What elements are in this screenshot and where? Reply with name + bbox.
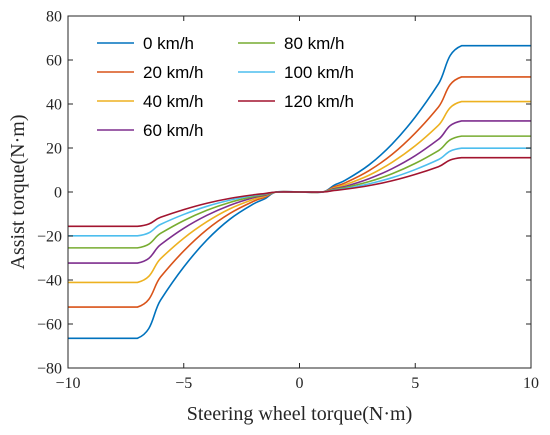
y-tick-label: −20 <box>37 229 62 246</box>
y-tick-label: 0 <box>54 185 62 202</box>
x-tick-label: −5 <box>175 375 192 392</box>
legend-label: 120 km/h <box>284 92 354 111</box>
y-tick-label: −40 <box>37 273 62 290</box>
legend-label: 40 km/h <box>143 92 203 111</box>
y-tick-label: 20 <box>46 141 62 158</box>
legend-label: 0 km/h <box>143 34 194 53</box>
series-layer <box>68 44 531 340</box>
y-tick-label: −60 <box>37 317 62 334</box>
y-axis-label: Assist torque(N·m) <box>7 115 29 270</box>
y-tick-label: 60 <box>46 53 62 70</box>
y-tick-label: −80 <box>37 361 62 378</box>
x-tick-label: 0 <box>296 375 304 392</box>
legend-label: 20 km/h <box>143 63 203 82</box>
x-axis-label: Steering wheel torque(N·m) <box>187 403 412 425</box>
legend-label: 60 km/h <box>143 121 203 140</box>
y-tick-label: 80 <box>46 9 62 26</box>
legend: 0 km/h 20 km/h 40 km/h 60 km/h 80 km/h 100 km… <box>97 34 354 140</box>
x-tick-label: 10 <box>523 375 539 392</box>
y-tick-label: 40 <box>46 97 62 114</box>
x-tick-label: −10 <box>55 375 80 392</box>
ticks-layer: −10 −5 0 5 10 −80 −60 −40 −20 0 20 40 60 80 <box>37 9 539 393</box>
x-tick-label: 5 <box>411 375 419 392</box>
series-line-120-km-h <box>68 156 531 228</box>
legend-label: 100 km/h <box>284 63 354 82</box>
legend-label: 80 km/h <box>284 34 344 53</box>
